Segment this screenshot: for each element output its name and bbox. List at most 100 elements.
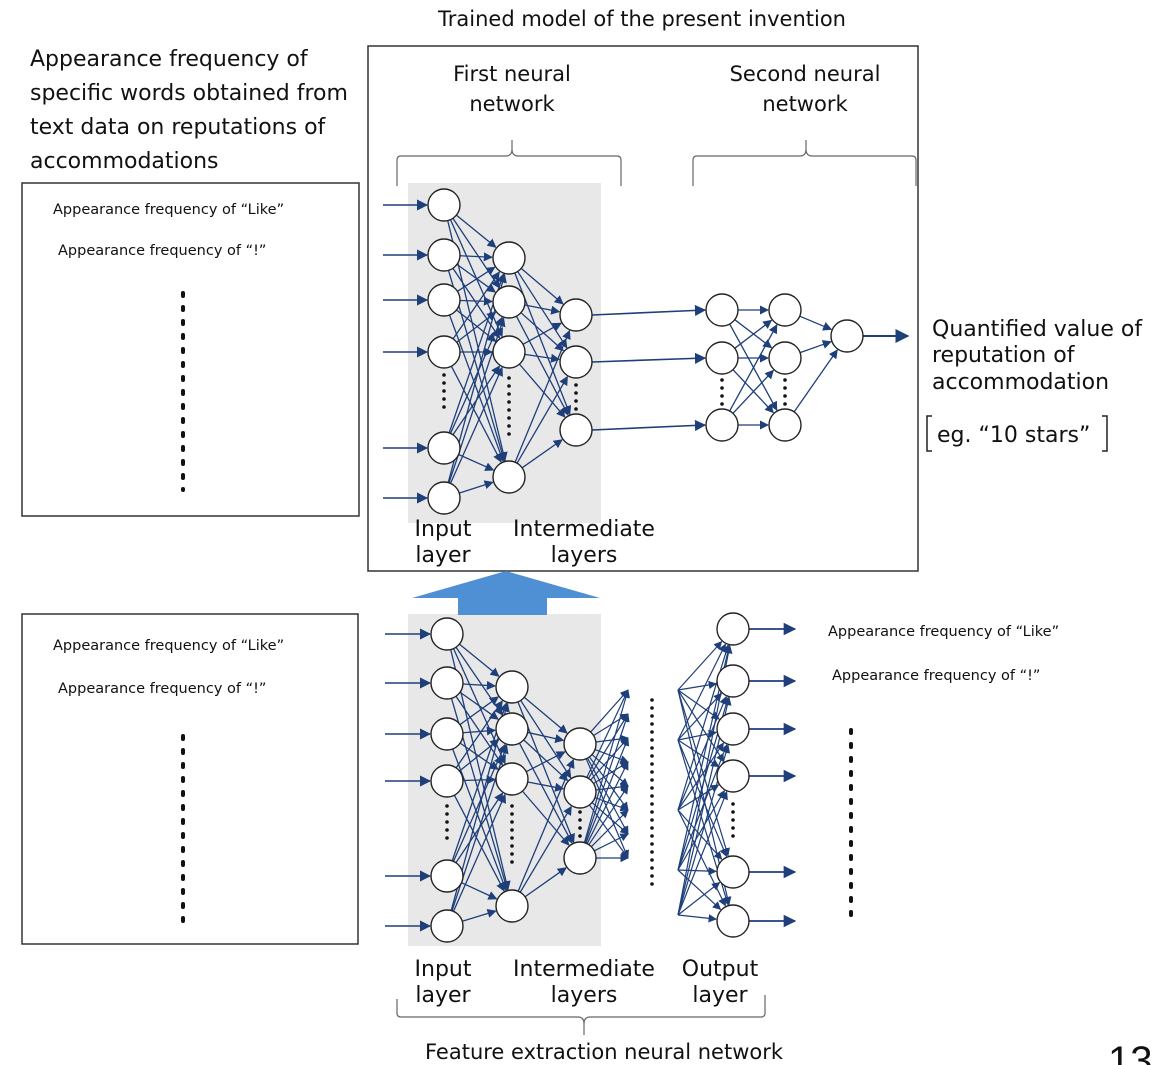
ellipsis-dot [507,392,511,396]
ellipsis-dot [574,383,578,387]
input-node [427,335,461,369]
left-heading-line4: accommodations [30,149,219,174]
edge [459,480,494,494]
input-node [430,617,464,651]
bottom-caption: Feature extraction neural network [425,1040,784,1064]
hidden-node [492,460,526,494]
edge [455,700,503,769]
fanout-edge [587,713,629,779]
fanout-edge [583,689,630,843]
edge [516,375,569,464]
ellipsis-dot [507,408,511,412]
fanin-edge [677,641,723,691]
ellipsis-dot [650,698,654,702]
second-nn-brace [692,140,917,186]
fanout-edge [590,809,629,848]
bottom-box-like-text: Appearance frequency of “Like” [53,638,284,654]
second-nn-label-line1: Second neural [730,62,881,86]
fanin-edge [677,643,726,741]
left-heading-line1: Appearance frequency of [30,47,309,72]
ellipsis-dot [507,376,511,380]
left-heading-line3: text data on reputations of [30,115,327,140]
ellipsis-dot [445,836,449,840]
edge [793,349,838,413]
edge [520,700,572,779]
output-node [716,855,750,889]
edge [517,271,568,349]
hidden-node [559,413,593,447]
ellipsis-dot [510,804,514,808]
ellipsis-dot [650,730,654,734]
edge [732,369,774,414]
ellipsis-dot [650,850,654,854]
hidden-node [559,298,593,332]
hidden-node [559,345,593,379]
edge [462,680,496,690]
ellipsis-dot [720,394,724,398]
fanout-edge [588,804,629,859]
edge [521,439,563,469]
edge [458,643,500,677]
edge [456,309,497,342]
ellipsis-dot [578,818,582,822]
top-intermediate-label-line1: Intermediate [513,517,655,542]
second-nn-node [768,408,802,442]
bottom-box-excl-text: Appearance frequency of “!” [58,681,266,697]
ellipsis-dot [510,836,514,840]
ellipsis-dot [510,820,514,824]
ellipsis-dot [720,402,724,406]
fanin-edge [677,689,720,720]
hidden-node [563,841,597,875]
ellipsis-dot [445,820,449,824]
second-nn-node [768,341,802,375]
ellipsis-dot [507,424,511,428]
ellipsis-dot [650,714,654,718]
edge [521,790,570,846]
ellipsis-dots [442,373,787,886]
ellipsis-dot [783,378,787,382]
edge [520,312,565,352]
fanout-edge [585,758,629,859]
input-node [430,717,464,751]
ellipsis-dot [650,722,654,726]
output-text-line2: reputation of [932,343,1076,368]
edge [459,691,499,720]
bottom-input-layer-label-line1: Input [415,957,472,982]
ellipsis-dot [650,810,654,814]
bridge-arrow [591,419,707,432]
ellipsis-dot [650,746,654,750]
output-node [716,664,750,698]
ellipsis-dot [650,834,654,838]
edge [462,909,497,922]
fanin-edge [677,866,717,876]
ellipsis-dot [720,378,724,382]
edge [449,316,503,434]
fanout-edge [584,713,630,844]
fanin-edge [677,809,723,860]
top-input-layer-label-line2: layer [415,543,471,568]
input-node [427,238,461,272]
output-node [716,612,750,646]
bottom-output-layer-label-line2: layer [692,983,748,1008]
edge [525,751,566,773]
edge [520,267,564,305]
second-nn-node [705,293,739,327]
page-number: 13 [1108,1039,1153,1065]
edge [527,731,565,744]
ellipsis-dot [510,844,514,848]
fanout-edge [586,689,629,778]
ellipsis-dot [507,384,511,388]
example-bracket-left [926,415,932,452]
ellipsis-dot [445,812,449,816]
fanout-edge [591,802,629,835]
fanin-edge [677,784,720,811]
input-node [427,431,461,465]
bottom-output-excl-text: Appearance frequency of “!” [832,668,1040,684]
fanin-edge [677,680,718,691]
hidden-node [495,670,529,704]
fanin-edge [677,739,720,768]
fanout-edge [588,785,629,846]
hidden-node [492,285,526,319]
fanin-edge [677,739,728,858]
ellipsis-dot [650,786,654,790]
